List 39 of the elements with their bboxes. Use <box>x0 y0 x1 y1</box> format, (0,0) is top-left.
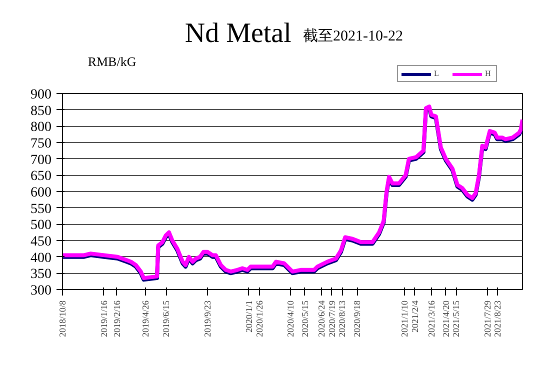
y-tick-label: 900 <box>30 88 52 102</box>
x-tick-label: 2021/4/20 <box>440 300 451 337</box>
x-tick-label: 2021/3/16 <box>426 300 436 337</box>
x-tick-label: 2020/7/19 <box>326 300 337 337</box>
y-tick-label: 700 <box>30 152 52 168</box>
y-tick-label: 600 <box>30 186 52 200</box>
legend-label: L <box>434 69 440 78</box>
x-tick-label: 2021/8/23 <box>492 300 503 337</box>
x-tick-label: 2021/1/10 <box>399 300 410 337</box>
x-tick-label: 2019/9/23 <box>202 300 213 337</box>
y-tick-label: 650 <box>30 169 52 184</box>
y-tick-label: 500 <box>30 218 52 234</box>
x-tick-label: 2020/1/26 <box>254 300 264 337</box>
y-tick-label: 400 <box>30 250 52 266</box>
chart-title: Nd Metal <box>184 18 292 49</box>
x-tick-label: 2019/2/16 <box>112 300 122 337</box>
x-tick-label: 2018/10/8 <box>58 300 68 337</box>
x-tick-label: 2020/6/24 <box>316 300 327 337</box>
legend-label: H <box>485 69 492 78</box>
x-tick-label: 2019/1/16 <box>98 300 109 337</box>
x-tick-label: 2021/2/4 <box>410 300 420 332</box>
x-tick-label: 2021/5/15 <box>451 300 462 337</box>
y-tick-label: 750 <box>30 136 52 152</box>
y-tick-label: 450 <box>30 234 52 250</box>
chart-subtitle: 截至2021-10-22 <box>302 28 403 44</box>
x-tick-label: 2019/6/15 <box>161 300 172 337</box>
y-tick-label: 550 <box>30 202 52 217</box>
x-tick-label: 2019/4/26 <box>140 300 150 337</box>
y-tick-label: 850 <box>30 104 52 119</box>
x-tick-label: 2021/7/29 <box>482 300 492 337</box>
x-tick-label: 2020/5/15 <box>300 300 310 337</box>
x-tick-label: 2020/4/10 <box>285 300 296 337</box>
x-tick-label: 2020/8/13 <box>337 300 348 337</box>
x-tick-label: 2020/1/1 <box>244 300 254 332</box>
y-tick-label: 300 <box>30 284 52 298</box>
y-axis-title: RMB/kG <box>88 54 136 69</box>
y-tick-label: 800 <box>30 120 52 136</box>
x-tick-label: 2020/9/18 <box>352 300 362 337</box>
y-tick-label: 350 <box>30 267 52 282</box>
